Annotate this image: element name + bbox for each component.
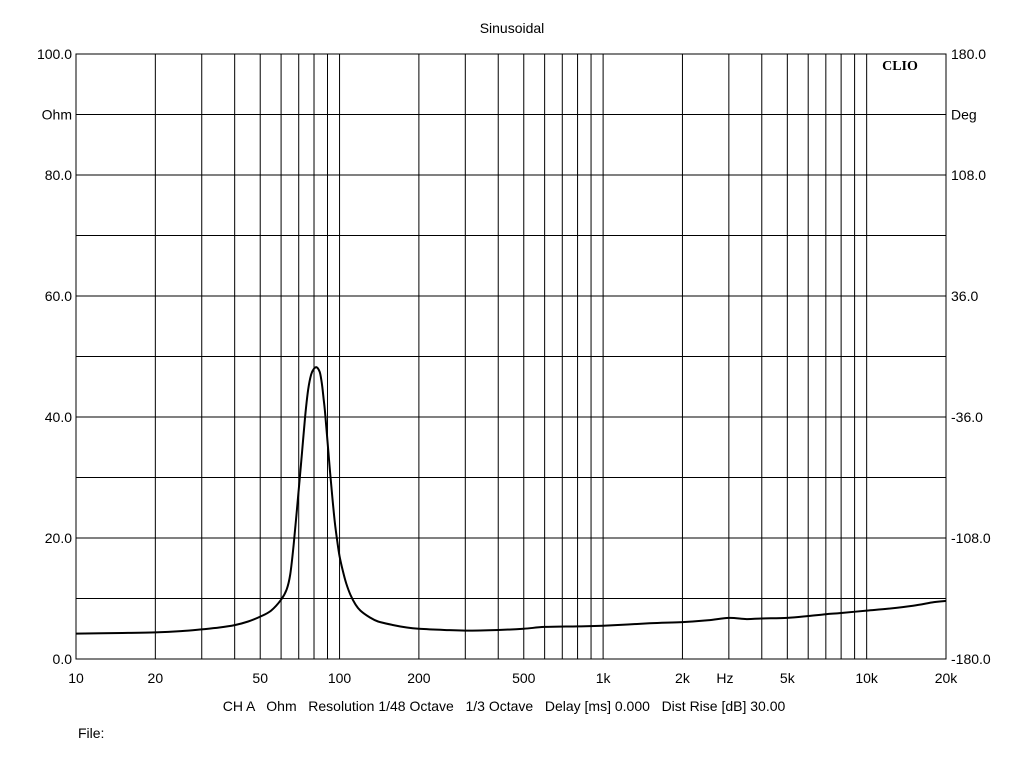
curve-layer [75,366,947,635]
x-tick-label: 100 [328,670,352,686]
x-tick-label: 20k [935,670,959,686]
y2-tick-label: 108.0 [951,167,986,183]
plot-frame [75,53,947,660]
y2-tick-label: -36.0 [951,409,983,425]
x-tick-label: 20 [148,670,164,686]
y-tick-label: 60.0 [45,288,72,304]
y-tick-label: 80.0 [45,167,72,183]
x-unit-label: Hz [716,670,733,686]
y2-tick-label: 36.0 [951,288,978,304]
x-tick-label: 2k [675,670,691,686]
y-tick-label: 40.0 [45,409,72,425]
x-tick-label: 50 [252,670,268,686]
y2-tick-label: -108.0 [951,530,991,546]
y-tick-label: 100.0 [37,46,72,62]
x-tick-label: 1k [596,670,612,686]
y-unit-label: Ohm [42,107,72,123]
footer-info-line: CH A Ohm Resolution 1/48 Octave 1/3 Octa… [223,698,786,714]
impedance-curve [75,366,947,635]
x-tick-label: 10k [855,670,879,686]
x-tick-label: 500 [512,670,536,686]
clio-brand-mark: CLIO [882,59,918,74]
y2-tick-label: 180.0 [951,46,986,62]
x-tick-label: 200 [407,670,431,686]
y2-tick-label: -180.0 [951,651,991,667]
label-layer: 10 20 50 100 200 500 1k 2k 5k 10k 20k Hz 100.0 80.0 60… [37,46,991,686]
y-tick-label: 20.0 [45,530,72,546]
grid-layer [76,54,946,659]
y2-unit-label: Deg [951,107,977,123]
x-tick-label: 5k [780,670,796,686]
x-tick-label: 10 [68,670,84,686]
file-label: File: [78,725,104,741]
chart-title: Sinusoidal [480,20,545,36]
y-tick-label: 0.0 [53,651,73,667]
